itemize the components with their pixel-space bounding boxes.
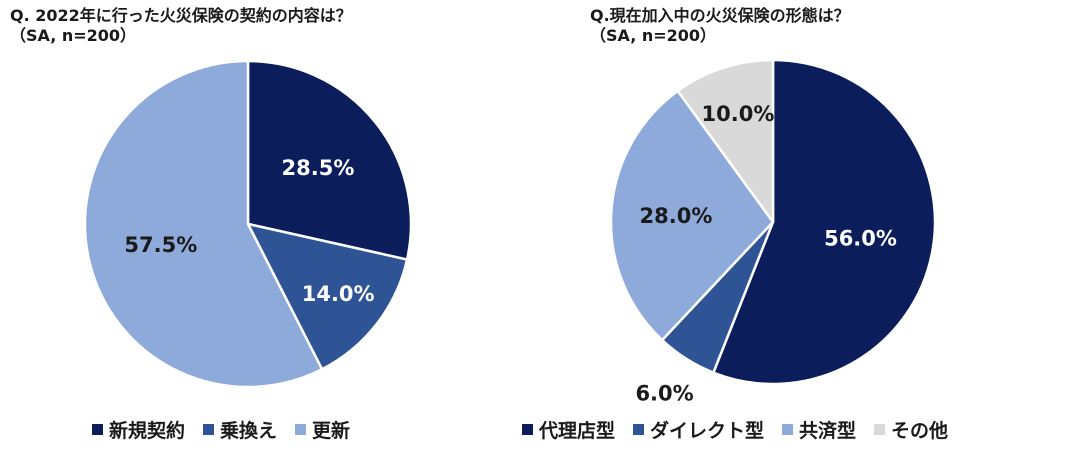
legend-swatch (782, 424, 794, 435)
chart-panel-right: Q.現在加入中の火災保険の形態は？ （SA, n=200） 56.0% 6.0% 2… (522, 0, 1081, 464)
pie-slice (83, 59, 324, 389)
chart-subtitle: （SA, n=200） (10, 26, 137, 45)
pie-slice (246, 59, 413, 261)
chart-title: Q.現在加入中の火災保険の形態は？ （SA, n=200） (590, 6, 850, 46)
legend-swatch (92, 424, 103, 435)
chart-legend: 代理店型 ダイレクト型 共済型 その他 (522, 416, 948, 443)
legend-item: 乗換え (203, 416, 277, 443)
pie-slice (712, 58, 937, 386)
data-label: 56.0% (824, 227, 897, 251)
pie-slice (609, 89, 775, 342)
legend-label: 乗換え (220, 420, 278, 442)
legend-swatch (522, 424, 533, 435)
data-label: 6.0% (635, 381, 693, 405)
legend-item: 共済型 (782, 416, 856, 443)
chart-title: Q. 2022年に行った火災保険の契約の内容は？ （SA, n=200） (10, 6, 352, 46)
legend-label: 更新 (312, 420, 351, 442)
chart-panel-left: Q. 2022年に行った火災保険の契約の内容は？ （SA, n=200） 28.… (0, 0, 520, 464)
legend-item: 新規契約 (92, 416, 185, 443)
legend-label: 共済型 (799, 420, 857, 442)
legend-item: 更新 (295, 416, 350, 443)
data-label: 57.5% (124, 233, 197, 257)
data-label: 14.0% (302, 282, 375, 306)
legend-label: ダイレクト型 (650, 420, 765, 442)
data-label: 28.5% (282, 156, 355, 180)
chart-subtitle: （SA, n=200） (590, 26, 717, 45)
legend-item: その他 (874, 416, 948, 443)
pie-chart: 28.5% 14.0% 57.5% (83, 59, 413, 389)
legend-swatch (295, 424, 307, 435)
legend-swatch (874, 424, 886, 435)
legend-item: ダイレクト型 (633, 416, 764, 443)
pie-slice (676, 58, 775, 224)
legend-item: 代理店型 (522, 416, 615, 443)
legend-label: 新規契約 (109, 420, 186, 442)
pie-slice (246, 222, 409, 371)
legend-swatch (203, 424, 215, 435)
legend-label: 代理店型 (539, 420, 616, 442)
legend-label: その他 (891, 420, 949, 442)
data-label: 10.0% (702, 102, 775, 126)
data-label: 28.0% (640, 204, 713, 228)
chart-title-main: Q.現在加入中の火災保険の形態は？ (590, 6, 850, 25)
legend-swatch (633, 424, 645, 435)
chart-legend: 新規契約 乗換え 更新 (92, 416, 350, 443)
pie-chart: 56.0% 6.0% 28.0% 10.0% (609, 58, 937, 405)
chart-title-main: Q. 2022年に行った火災保険の契約の内容は？ (10, 6, 352, 25)
